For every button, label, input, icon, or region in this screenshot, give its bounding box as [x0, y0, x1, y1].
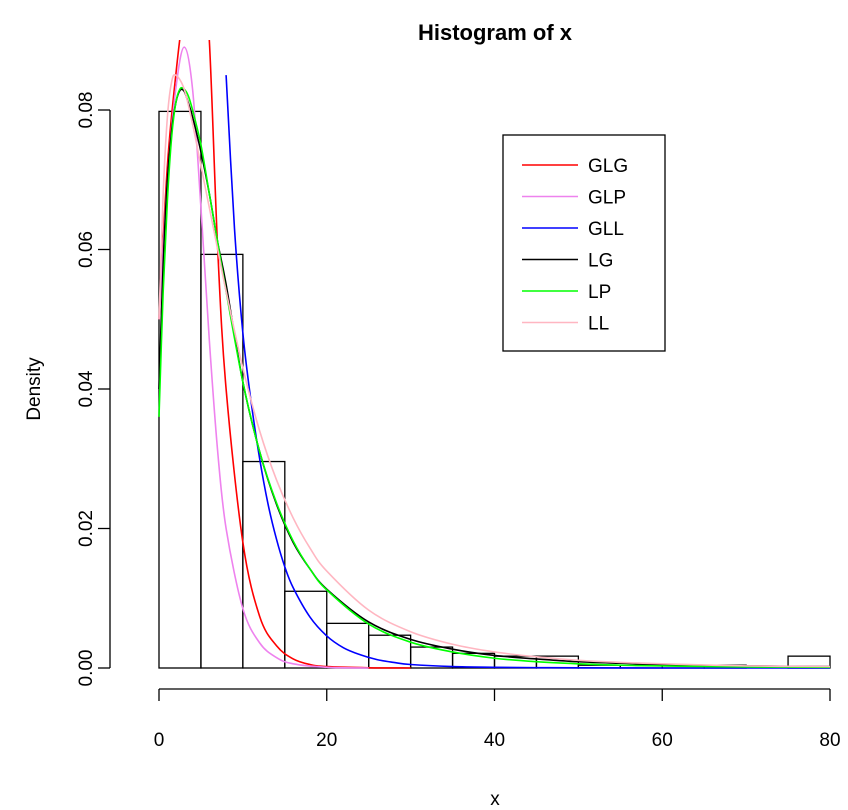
legend-label-glg: GLG — [588, 156, 628, 177]
x-tick-label-0: 0 — [154, 730, 165, 751]
density-curves — [159, 0, 830, 668]
y-tick-label-4: 0.08 — [76, 92, 97, 129]
y-tick-label-3: 0.06 — [76, 231, 97, 268]
y-axis: 0.00 0.02 0.04 0.06 0.08 — [76, 92, 110, 687]
legend-label-glp: GLP — [588, 188, 626, 209]
curve-glp — [159, 47, 369, 668]
x-tick-label-1: 20 — [316, 730, 337, 751]
curve-ll — [159, 75, 830, 667]
histogram-bars — [159, 111, 830, 668]
histogram-bar-2 — [243, 462, 285, 668]
histogram-bar-4 — [327, 623, 369, 668]
legend-box — [503, 135, 665, 351]
legend-label-lg: LG — [588, 251, 613, 272]
legend-label-lp: LP — [588, 282, 611, 303]
legend: GLG GLP GLL LG LP LL — [503, 135, 665, 351]
legend-label-ll: LL — [588, 314, 609, 335]
curve-lg — [159, 89, 830, 666]
x-tick-label-4: 80 — [819, 730, 840, 751]
y-tick-label-0: 0.00 — [76, 650, 97, 687]
x-axis-label: x — [490, 789, 500, 810]
legend-label-gll: GLL — [588, 219, 624, 240]
y-tick-label-2: 0.04 — [76, 370, 97, 407]
chart-title: Histogram of x — [418, 20, 573, 45]
x-axis: 0 20 40 60 80 — [154, 689, 841, 751]
y-axis-label: Density — [24, 357, 45, 421]
x-tick-label-2: 40 — [484, 730, 505, 751]
y-tick-label-1: 0.02 — [76, 510, 97, 547]
curve-lp — [159, 88, 830, 668]
x-tick-label-3: 60 — [652, 730, 673, 751]
